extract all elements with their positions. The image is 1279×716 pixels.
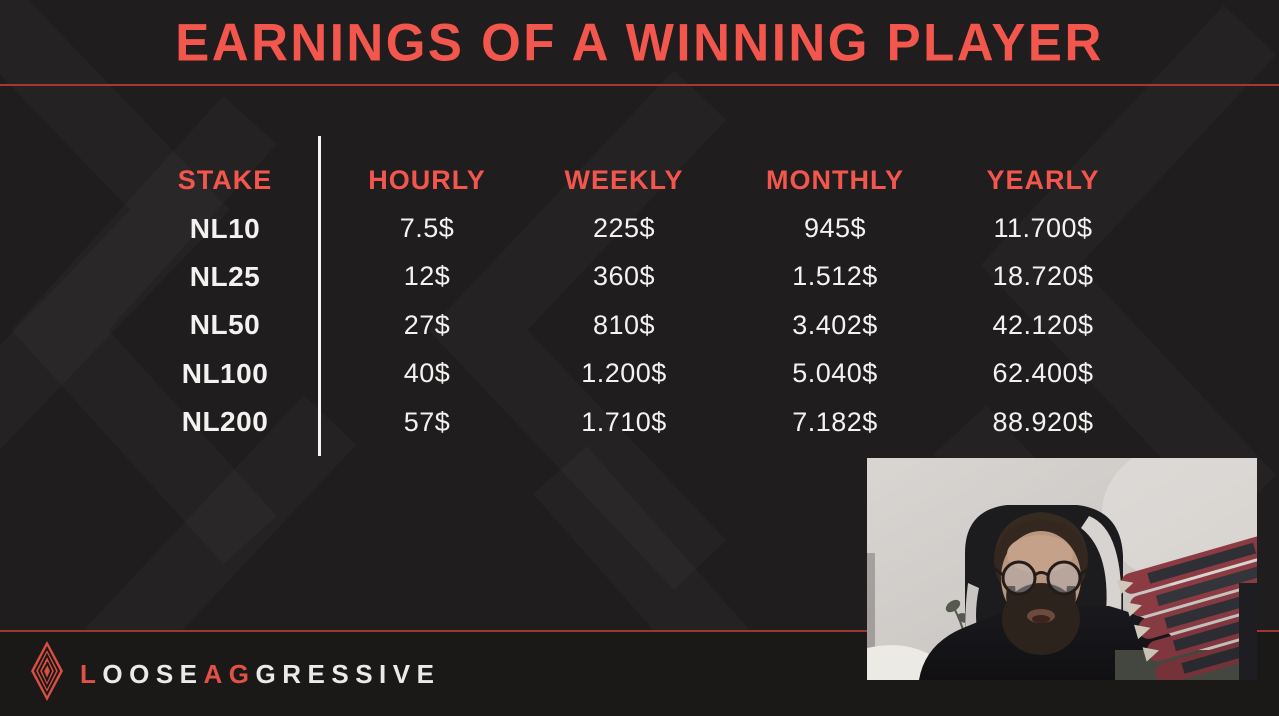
table-cell-weekly: 225$ xyxy=(592,213,656,244)
header-bar: EARNINGS OF A WINNING PLAYER xyxy=(0,0,1279,84)
table-cell-monthly: 1.512$ xyxy=(792,261,878,292)
column-header-monthly: MONTHLY xyxy=(765,164,904,195)
table-cell-stake: NL200 xyxy=(181,406,269,438)
brand-wordmark: LOOSEAGGRESSIVE xyxy=(80,657,440,690)
presenter xyxy=(919,512,1188,680)
table-cell-stake: NL100 xyxy=(181,357,269,389)
brand-seg-3: AG xyxy=(203,659,256,689)
brand-seg-2: OOSE xyxy=(102,659,204,689)
table-cell-monthly: 5.040$ xyxy=(792,358,878,389)
brand-logo: LOOSEAGGRESSIVE xyxy=(30,640,440,707)
column-header-hourly: HOURLY xyxy=(368,164,486,195)
table-cell-hourly: 12$ xyxy=(403,261,451,292)
table-cell-monthly: 3.402$ xyxy=(792,309,878,340)
table-cell-hourly: 57$ xyxy=(403,406,451,437)
table-cell-monthly: 945$ xyxy=(803,213,867,244)
table-cell-stake: NL10 xyxy=(189,212,261,244)
page-title: EARNINGS OF A WINNING PLAYER xyxy=(175,12,1104,72)
table-cell-yearly: 18.720$ xyxy=(992,261,1094,292)
brand-seg-4: GRESSIVE xyxy=(255,659,441,689)
table-cell-weekly: 810$ xyxy=(592,309,656,340)
brand-seg-1: L xyxy=(80,659,103,689)
table-column-divider xyxy=(318,136,321,456)
earnings-table: STAKE HOURLY WEEKLY MONTHLY YEARLY NL10 … xyxy=(130,156,1130,446)
table-cell-hourly: 40$ xyxy=(403,358,451,389)
table-cell-monthly: 7.182$ xyxy=(792,406,878,437)
glasses xyxy=(993,560,1090,596)
header-divider-line xyxy=(0,84,1279,86)
table-cell-yearly: 88.920$ xyxy=(992,406,1094,437)
table-cell-yearly: 62.400$ xyxy=(992,358,1094,389)
table-cell-weekly: 1.200$ xyxy=(581,358,667,389)
brand-diamond-icon xyxy=(30,640,64,707)
column-header-yearly: YEARLY xyxy=(986,164,1100,195)
table-cell-hourly: 7.5$ xyxy=(399,213,455,244)
column-header-stake: STAKE xyxy=(177,164,273,195)
column-header-weekly: WEEKLY xyxy=(564,164,684,195)
table-cell-stake: NL50 xyxy=(189,309,261,341)
footer-divider-line xyxy=(0,630,1279,632)
table-cell-stake: NL25 xyxy=(189,260,261,292)
table-cell-yearly: 11.700$ xyxy=(993,213,1093,244)
table-cell-hourly: 27$ xyxy=(403,309,451,340)
presenter-webcam-video xyxy=(867,458,1257,680)
table-cell-weekly: 1.710$ xyxy=(581,406,667,437)
table-cell-yearly: 42.120$ xyxy=(992,309,1094,340)
cushion-stack xyxy=(1115,534,1257,680)
table-cell-weekly: 360$ xyxy=(592,261,656,292)
